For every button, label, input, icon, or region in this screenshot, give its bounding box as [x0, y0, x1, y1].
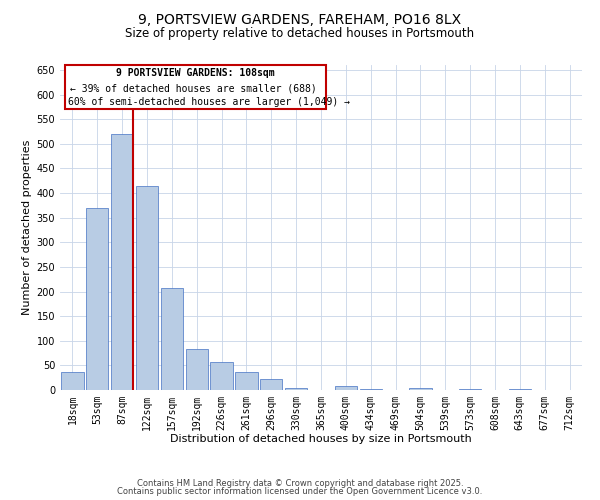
Bar — [260, 379, 283, 390]
Bar — [509, 389, 531, 390]
Bar — [359, 389, 382, 390]
Bar — [211, 362, 233, 390]
FancyBboxPatch shape — [65, 65, 326, 109]
Text: 60% of semi-detached houses are larger (1,049) →: 60% of semi-detached houses are larger (… — [68, 97, 350, 107]
Bar — [285, 388, 307, 390]
Text: Contains HM Land Registry data © Crown copyright and database right 2025.: Contains HM Land Registry data © Crown c… — [137, 478, 463, 488]
Bar — [111, 134, 133, 390]
Text: Size of property relative to detached houses in Portsmouth: Size of property relative to detached ho… — [125, 28, 475, 40]
Bar — [61, 372, 83, 390]
Bar — [409, 388, 431, 390]
Bar — [459, 389, 481, 390]
Bar — [335, 386, 357, 390]
Bar — [185, 349, 208, 390]
Text: 9 PORTSVIEW GARDENS: 108sqm: 9 PORTSVIEW GARDENS: 108sqm — [116, 68, 275, 78]
Bar — [161, 288, 183, 390]
Bar — [86, 208, 109, 390]
Text: Contains public sector information licensed under the Open Government Licence v3: Contains public sector information licen… — [118, 487, 482, 496]
Bar — [136, 186, 158, 390]
Text: 9, PORTSVIEW GARDENS, FAREHAM, PO16 8LX: 9, PORTSVIEW GARDENS, FAREHAM, PO16 8LX — [139, 12, 461, 26]
Text: ← 39% of detached houses are smaller (688): ← 39% of detached houses are smaller (68… — [70, 84, 317, 94]
Bar — [235, 372, 257, 390]
Y-axis label: Number of detached properties: Number of detached properties — [22, 140, 32, 315]
X-axis label: Distribution of detached houses by size in Portsmouth: Distribution of detached houses by size … — [170, 434, 472, 444]
